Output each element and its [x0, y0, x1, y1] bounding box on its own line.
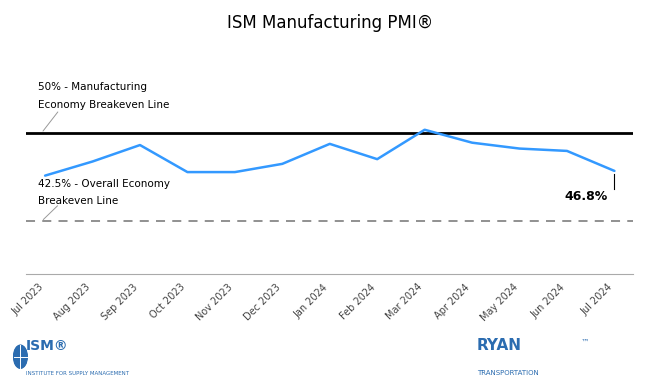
- Circle shape: [14, 345, 27, 368]
- Text: RYAN: RYAN: [477, 338, 522, 353]
- Text: 46.8%: 46.8%: [564, 190, 607, 203]
- Text: 42.5% - Overall Economy: 42.5% - Overall Economy: [39, 178, 170, 189]
- Title: ISM Manufacturing PMI®: ISM Manufacturing PMI®: [227, 14, 433, 32]
- Text: INSTITUTE FOR SUPPLY MANAGEMENT: INSTITUTE FOR SUPPLY MANAGEMENT: [26, 371, 129, 376]
- Text: 50% - Manufacturing: 50% - Manufacturing: [39, 82, 148, 92]
- Text: ™: ™: [581, 338, 590, 347]
- Text: TRANSPORTATION: TRANSPORTATION: [477, 370, 539, 376]
- Text: Breakeven Line: Breakeven Line: [39, 196, 118, 206]
- Text: ISM®: ISM®: [26, 339, 69, 353]
- Text: Economy Breakeven Line: Economy Breakeven Line: [39, 100, 170, 110]
